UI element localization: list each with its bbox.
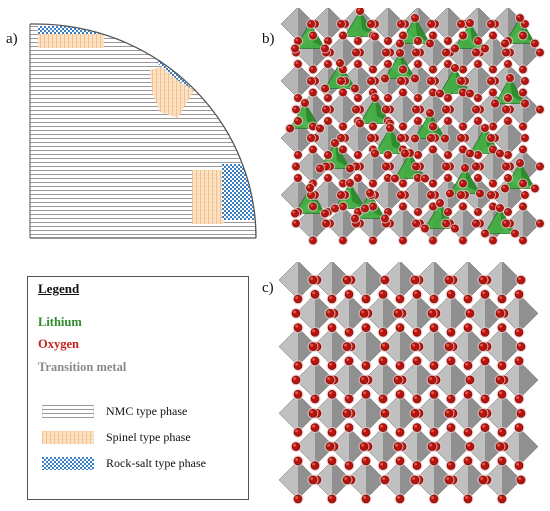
legend-lithium: Lithium [38, 315, 82, 329]
panel-label-a: a) [6, 31, 18, 47]
rocksalt-region-right [222, 164, 256, 220]
panel-label-b: b) [262, 31, 275, 47]
legend-oxygen: Oxygen [38, 337, 79, 351]
spinel-region-top [38, 31, 104, 48]
particle-cross-section [29, 23, 257, 239]
legend-nmc-label: NMC type phase [106, 404, 188, 418]
nmc-swatch [42, 405, 94, 418]
legend-transition-metal: Transition metal [38, 360, 127, 374]
legend-spinel-label: Spinel type phase [106, 430, 191, 444]
legend-title: Legend [38, 281, 80, 296]
legend-rocksalt-label: Rock-salt type phase [106, 456, 206, 470]
rocksalt-structure [278, 262, 539, 505]
spinel-swatch [42, 431, 94, 444]
spinel-region-right [192, 170, 224, 224]
panel-label-c: c) [262, 280, 274, 296]
legend: Legend Lithium Oxygen Transition metal N… [27, 276, 249, 500]
spinel-structure [280, 8, 546, 246]
rocksalt-swatch [42, 457, 94, 470]
rocksalt-region-top [38, 26, 104, 34]
